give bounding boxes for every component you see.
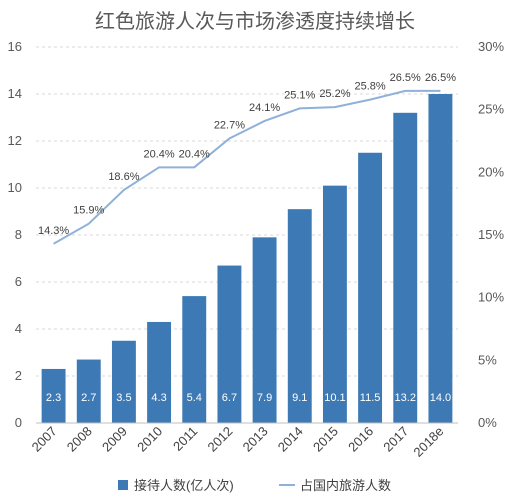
x-axis-tick: 2013 xyxy=(240,424,271,455)
x-axis-tick: 2016 xyxy=(345,424,376,455)
bar xyxy=(358,152,383,423)
line-path xyxy=(53,89,441,245)
x-axis-tick: 2011 xyxy=(170,424,200,454)
line-labels: 14.3% 15.9% 18.6% 20.4% 20.4% 22.7% 24.1% 25.1%… xyxy=(38,72,456,237)
x-axis-tick: 2018e xyxy=(410,424,446,460)
bar xyxy=(76,359,101,423)
bar-data-label: 14.0 xyxy=(430,392,451,404)
left-axis-tick: 0 xyxy=(15,415,22,430)
left-axis-tick: 6 xyxy=(15,274,22,289)
line-data-label: 25.8% xyxy=(354,81,385,93)
left-axis: 0 2 4 6 8 10 12 14 16 xyxy=(8,39,22,430)
legend-line-label: 占国内旅游人数 xyxy=(300,478,391,493)
line-data-label: 24.1% xyxy=(249,102,280,114)
right-axis-tick: 30% xyxy=(478,39,504,54)
bar xyxy=(428,94,453,423)
x-axis-tick: 2007 xyxy=(29,424,60,455)
left-axis-tick: 12 xyxy=(8,133,22,148)
x-axis-tick: 2017 xyxy=(380,424,411,455)
bar-data-label: 10.1 xyxy=(324,392,345,404)
right-axis-tick: 0% xyxy=(478,415,497,430)
bar xyxy=(111,340,136,423)
x-axis-tick: 2009 xyxy=(99,424,130,455)
line-data-label: 22.7% xyxy=(214,119,245,131)
bar-labels: 2.3 2.7 3.5 4.3 5.4 6.7 7.9 9.1 10.1 11.5 13.2 14.0 xyxy=(46,392,451,404)
x-axis-tick: 2015 xyxy=(310,424,341,455)
bar-data-label: 2.3 xyxy=(46,392,61,404)
x-axis: 2007 2008 2009 2010 2011 2012 2013 2014 2015 2016… xyxy=(29,422,458,460)
right-axis-tick: 10% xyxy=(478,290,504,305)
bar xyxy=(322,185,347,423)
bar-data-label: 9.1 xyxy=(292,392,307,404)
bar-data-label: 13.2 xyxy=(395,392,416,404)
right-axis-tick: 20% xyxy=(478,164,504,179)
bar-data-label: 7.9 xyxy=(257,392,272,404)
line-data-label: 25.2% xyxy=(319,88,350,100)
x-axis-tick: 2010 xyxy=(134,424,165,455)
line-data-label: 25.1% xyxy=(284,89,315,101)
right-axis: 0% 5% 10% 15% 20% 25% 30% xyxy=(478,39,504,430)
line-data-label: 26.5% xyxy=(390,72,421,84)
x-axis-tick: 2014 xyxy=(275,424,306,455)
left-axis-tick: 2 xyxy=(15,368,22,383)
left-axis-tick: 8 xyxy=(15,227,22,242)
right-axis-tick: 25% xyxy=(478,102,504,117)
line-data-label: 18.6% xyxy=(108,171,139,183)
right-axis-tick: 5% xyxy=(478,352,497,367)
bar-data-label: 2.7 xyxy=(81,392,96,404)
bar xyxy=(252,237,277,423)
chart-title: 红色旅游人次与市场渗透度持续增长 xyxy=(95,10,415,33)
line-data-label: 15.9% xyxy=(73,205,104,217)
legend-bar-swatch xyxy=(118,480,128,490)
bar-data-label: 3.5 xyxy=(116,392,131,404)
bar xyxy=(147,321,172,423)
grid-lines xyxy=(36,46,458,377)
left-axis-tick: 16 xyxy=(8,39,22,54)
bar xyxy=(41,368,66,423)
bar-series xyxy=(41,94,453,424)
bar-data-label: 11.5 xyxy=(360,392,381,404)
right-axis-tick: 15% xyxy=(478,227,504,242)
left-axis-tick: 14 xyxy=(8,86,22,101)
line-data-label: 20.4% xyxy=(143,148,174,160)
left-axis-tick: 4 xyxy=(15,321,22,336)
bar-data-label: 6.7 xyxy=(222,392,237,404)
legend-bar-label: 接待人数(亿人次) xyxy=(134,478,234,493)
bar xyxy=(217,265,242,423)
bar xyxy=(182,296,207,423)
line-series xyxy=(53,89,441,245)
left-axis-tick: 10 xyxy=(8,180,22,195)
legend: 接待人数(亿人次) 占国内旅游人数 xyxy=(118,478,391,493)
bar-data-label: 4.3 xyxy=(151,392,166,404)
bar xyxy=(393,112,418,424)
line-data-label: 26.5% xyxy=(425,72,456,84)
x-axis-tick: 2012 xyxy=(204,424,235,455)
x-axis-tick: 2008 xyxy=(64,424,95,455)
bar-data-label: 5.4 xyxy=(187,392,202,404)
line-data-label: 14.3% xyxy=(38,225,69,237)
line-data-label: 20.4% xyxy=(179,148,210,160)
bar xyxy=(287,209,312,423)
